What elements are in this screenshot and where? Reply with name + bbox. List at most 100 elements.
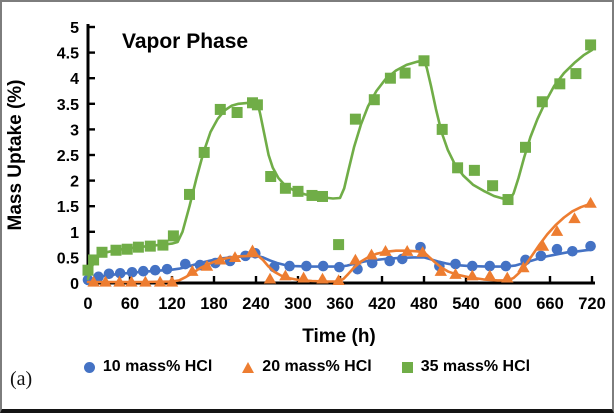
x-tick-label: 600 [494,295,522,313]
data-point-triangle [153,275,167,287]
data-point-triangle [349,253,362,265]
x-tick-label: 180 [200,295,228,313]
data-point-square [585,39,597,51]
chart-series [82,39,597,287]
data-point-circle [467,260,478,272]
data-point-square [368,94,380,106]
data-point-circle [535,250,547,262]
data-point-triangle [434,265,447,276]
data-point-triangle [297,271,310,283]
data-point-triangle [416,246,429,257]
y-tick-label: 2 [70,174,79,191]
data-point-triangle [113,275,126,287]
data-point-circle [180,258,191,270]
y-tick-label: 4.5 [57,46,79,63]
legend-label: 35 mass% HCl [420,358,531,375]
data-point-square [502,194,514,206]
data-point-square [487,180,499,192]
data-point-triangle [449,268,462,279]
data-point-square [384,72,396,84]
data-point-triangle [139,275,152,287]
data-point-square [292,185,304,197]
data-point-triangle [87,275,100,287]
x-tick-label: 360 [326,295,354,313]
legend-item-20-mass-hcl: 20 mass% HCl [242,358,372,376]
data-point-square [231,107,243,119]
x-axis-label: Time (h) [302,326,376,347]
y-axis-label: Mass Uptake (%) [5,80,26,231]
data-point-triangle [263,272,277,284]
data-point-circle [366,257,378,269]
data-point-square [214,103,226,115]
data-point-triangle [466,269,479,281]
data-point-circle [149,264,161,276]
data-point-circle [500,260,512,272]
data-point-triangle [125,275,138,287]
data-point-triangle [246,244,259,256]
data-point-circle [384,255,396,267]
data-point-circle [301,260,312,272]
data-point-square [570,68,582,80]
x-tick-label: 240 [242,295,270,313]
data-point-circle [551,243,563,255]
x-tick-label: 660 [536,295,564,313]
data-point-triangle [501,271,514,283]
data-point-square [452,162,464,174]
data-point-triangle [214,253,227,265]
data-point-triangle [550,225,564,236]
x-tick-label: 420 [368,295,396,313]
data-point-square [536,96,548,108]
data-point-triangle [483,269,496,281]
data-point-triangle [99,275,112,287]
data-point-circle [567,245,578,257]
data-point-square [554,78,566,90]
data-point-square [88,254,100,266]
data-point-triangle [279,269,292,281]
y-tick-label: 4 [70,71,79,88]
square-marker-icon [401,361,413,373]
data-point-circle [334,261,345,273]
data-point-circle [161,263,173,275]
data-point-circle [585,240,596,252]
data-point-square [468,164,480,176]
y-tick-label: 3.5 [57,97,79,114]
data-point-circle [126,266,138,278]
figure-label: (a) [10,368,33,390]
data-point-circle [103,268,115,280]
x-tick-label: 60 [121,295,139,313]
data-point-square [157,239,169,251]
data-point-square [520,141,531,153]
legend-label: 10 mass% HCl [102,358,213,375]
legend-item-10-mass-hcl: 10 mass% HCl [83,358,213,376]
data-point-triangle [228,251,242,262]
data-point-square [96,246,108,258]
data-point-circle [114,267,126,279]
data-point-triangle [536,239,550,251]
data-point-triangle [316,272,329,284]
data-point-circle [138,265,149,277]
y-tick-label: 2.5 [57,148,79,165]
x-tick-label: 480 [410,295,438,313]
data-point-circle [317,260,329,272]
chart-legend: 10 mass% HCl 20 mass% HCl 35 mass% HCl [2,358,612,376]
y-tick-label: 3 [70,122,79,139]
data-point-circle [284,260,295,272]
y-tick-label: 0.5 [57,250,79,267]
data-point-triangle [200,259,214,271]
x-tick-label: 540 [452,295,480,313]
y-tick-label: 1.5 [57,199,79,216]
data-point-triangle [332,274,345,286]
data-point-square [418,55,430,67]
data-point-circle [397,253,408,265]
triangle-marker-icon [242,361,255,373]
chart-axes: 0 0.5 1 1.5 2 2.5 3 3.5 4 4.5 5 0 60 120 180 240 300 360 4… [57,20,606,313]
x-tick-label: 300 [284,295,312,313]
data-point-circle [484,260,496,272]
legend-label: 20 mass% HCl [262,358,372,375]
data-point-triangle [186,265,199,276]
legend-item-35-mass-hcl: 35 mass% HCl [401,358,531,376]
data-point-triangle [584,196,597,208]
data-point-square [144,240,156,252]
data-point-triangle [517,261,530,273]
